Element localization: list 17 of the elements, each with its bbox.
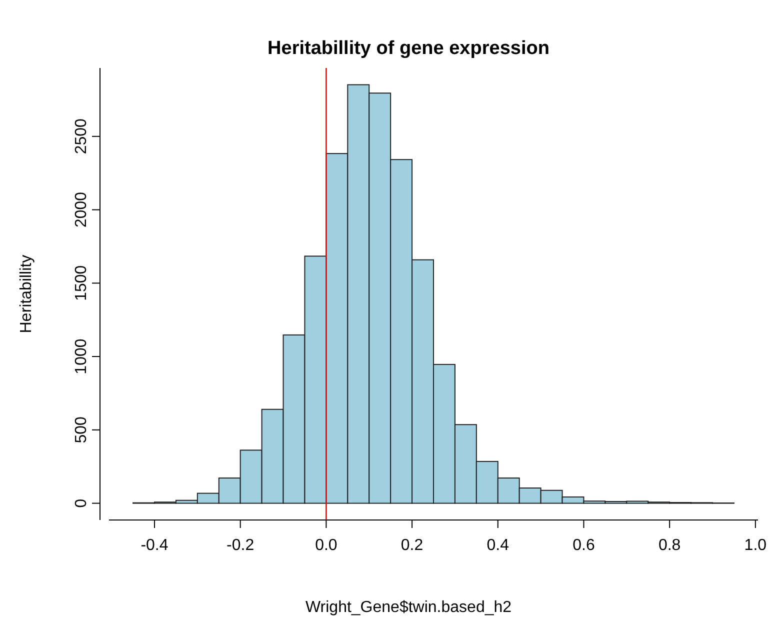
x-tick-label: 0.4 [486,537,510,554]
y-tick-label: 500 [73,416,90,444]
x-axis-title: Wright_Gene$twin.based_h2 [305,599,512,616]
y-tick-label: 0 [73,498,90,508]
chart-title: Heritabillity of gene expression [268,38,550,59]
y-tick-label: 2000 [73,192,90,228]
x-tick-label: 0.0 [315,537,338,554]
x-tick-label: -0.2 [226,537,254,554]
x-tick-label: 0.6 [572,537,595,554]
x-tick-label: 0.2 [400,537,424,554]
y-tick-label: 1500 [73,265,90,301]
y-tick-label: 1000 [73,338,90,374]
y-tick-label: 2500 [73,118,90,154]
x-tick-label: 0.8 [658,537,681,554]
x-tick-label: 1.0 [744,537,767,554]
y-axis-title: Heritabillity [18,254,35,334]
x-tick-label: -0.4 [140,537,168,554]
